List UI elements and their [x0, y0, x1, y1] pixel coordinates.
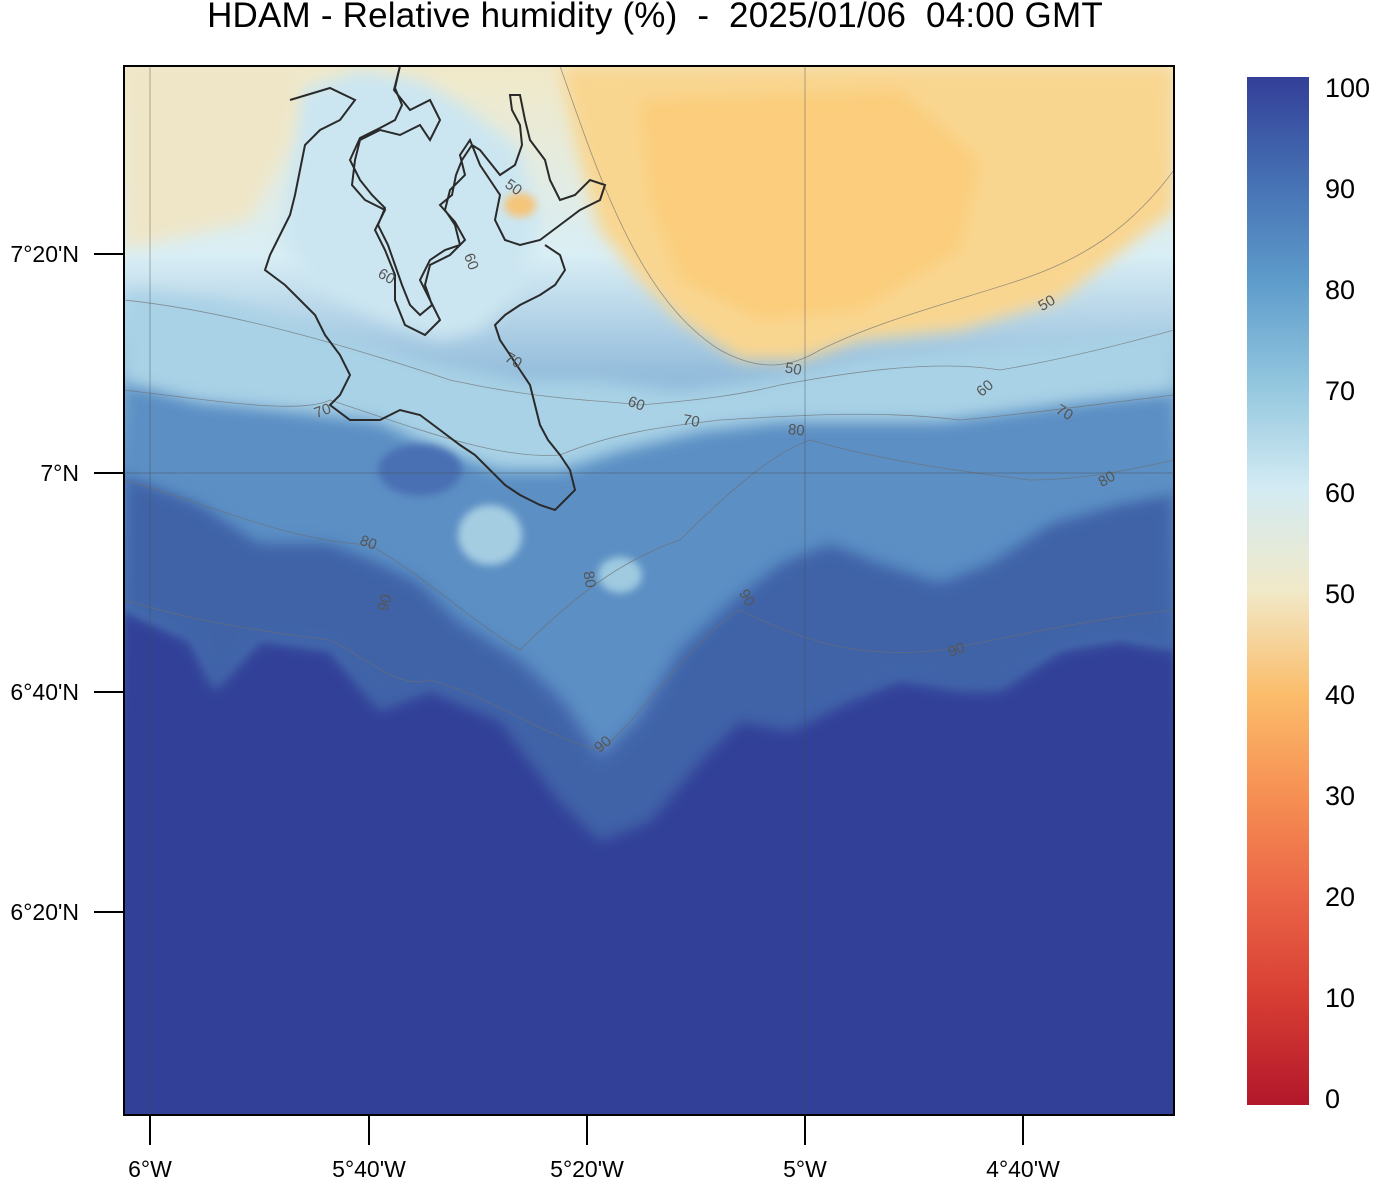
- contour-isolines: [124, 66, 1174, 751]
- colorbar-label: 20: [1325, 882, 1355, 912]
- contour-line-70: [124, 389, 1174, 456]
- y-tick-label: 7°N: [40, 460, 79, 486]
- x-tick-label: 5°W: [783, 1156, 827, 1181]
- contour-line-60: [124, 299, 1174, 406]
- contour-label: 70: [682, 411, 701, 431]
- colorbar-label: 50: [1325, 579, 1355, 609]
- field-dry-northwest: [124, 66, 300, 250]
- contour-line-90: [124, 599, 1174, 751]
- contour-label: 80: [579, 570, 599, 589]
- contour-label: 80: [787, 421, 805, 439]
- graticule: [124, 66, 1174, 1115]
- field-band-80-90: [124, 470, 1174, 840]
- field-patch-4: [504, 193, 536, 217]
- plot-border: [123, 65, 1175, 1116]
- colorbar-label: 0: [1325, 1084, 1340, 1114]
- y-tick-label: 6°20'N: [10, 899, 79, 925]
- contour-label: 50: [784, 359, 803, 379]
- colorbar-label: 30: [1325, 781, 1355, 811]
- contour-label: 60: [626, 393, 647, 415]
- contour-label: 60: [375, 265, 398, 288]
- y-axis: 7°20'N 7°N 6°40'N 6°20'N: [10, 241, 124, 925]
- contour-label: 90: [946, 639, 967, 661]
- contour-label: 50: [502, 176, 525, 199]
- contour-label: 70: [1053, 401, 1076, 424]
- colorbar-label: 90: [1325, 174, 1355, 204]
- field-patch-2: [598, 557, 642, 593]
- relief-outline: [263, 66, 607, 512]
- contour-label: 80: [1095, 468, 1118, 491]
- contour-line-80: [124, 439, 1174, 651]
- x-tick-label: 5°20'W: [550, 1156, 624, 1181]
- contour-line-50: [559, 66, 1174, 366]
- colorbar-label: 40: [1325, 680, 1355, 710]
- humidity-field: [124, 66, 1174, 1115]
- field-patch-3: [378, 444, 462, 496]
- contour-label: 90: [375, 592, 396, 613]
- y-tick-label: 6°40'N: [10, 679, 79, 705]
- contour-label: 70: [502, 349, 525, 372]
- x-tick-label: 5°40'W: [332, 1156, 406, 1181]
- contour-label: 70: [312, 400, 333, 422]
- contour-label: 60: [460, 251, 482, 272]
- field-band-90-100: [124, 610, 1174, 1115]
- colorbar-scale: [1247, 77, 1309, 1105]
- colorbar-label: 60: [1325, 478, 1355, 508]
- colorbar-label: 10: [1325, 983, 1355, 1013]
- x-tick-label: 6°W: [128, 1156, 172, 1181]
- chart-title: HDAM - Relative humidity (%) - 2025/01/0…: [207, 0, 1103, 35]
- field-dry-core: [640, 90, 980, 320]
- x-axis: 6°W 5°40'W 5°20'W 5°W 4°40'W: [128, 1115, 1060, 1181]
- colorbar-label: 70: [1325, 376, 1355, 406]
- contour-label: 80: [358, 532, 379, 554]
- colorbar-labels: 100 90 80 70 60 50 40 30 20 10 0: [1325, 73, 1370, 1114]
- contour-label: 50: [1035, 292, 1058, 315]
- contour-label-layer: 50 50 50 60 60 60 60 70 70 70 70 80 80 8…: [312, 176, 1118, 757]
- colorbar-label: 80: [1325, 275, 1355, 305]
- colorbar-label: 100: [1325, 73, 1370, 103]
- contour-label: 90: [735, 586, 758, 609]
- x-tick-label: 4°40'W: [986, 1156, 1060, 1181]
- y-tick-label: 7°20'N: [10, 241, 79, 267]
- field-highland-patch: [280, 70, 540, 340]
- field-patch-1: [458, 505, 522, 565]
- colorbar: 100 90 80 70 60 50 40 30 20 10 0: [1247, 73, 1370, 1114]
- field-band-60-70: [124, 290, 1174, 470]
